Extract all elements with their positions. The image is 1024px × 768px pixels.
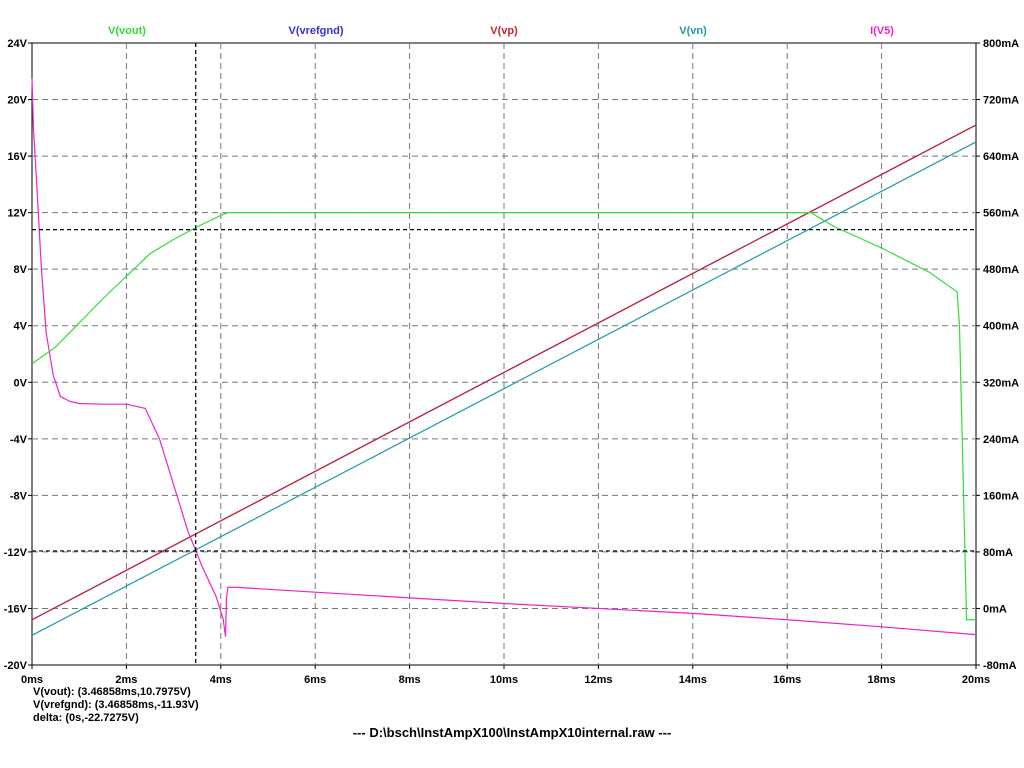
left-tick-label: 4V [14,321,28,333]
trace-v-vn[interactable] [31,141,977,636]
legend-label[interactable]: V(vp) [490,25,518,37]
x-tick-label: 8ms [399,674,421,686]
right-tick-label: 560mA [983,208,1019,220]
x-tick-label: 2ms [115,674,137,686]
right-tick-label: 400mA [983,321,1019,333]
right-tick-label: -80mA [983,660,1017,672]
trace-legend: V(vout) V(vrefgnd) V(vp) V(vn) I(V5) [108,25,894,37]
right-tick-label: 80mA [983,547,1013,559]
right-tick-label: 160mA [983,490,1019,502]
left-tick-label: 24V [7,38,27,50]
cursor-readout-vout: V(vout): (3.46858ms,10.7975V) [33,686,191,698]
right-tick-label: 0mA [983,603,1007,615]
raw-file-path: --- D:\bsch\InstAmpX100\InstAmpX10intern… [352,725,672,740]
legend-label[interactable]: I(V5) [870,25,894,37]
right-tick-label: 640mA [983,151,1019,163]
left-tick-label: -12V [4,547,28,559]
left-tick-label: 16V [7,151,27,163]
x-tick-label: 10ms [490,674,518,686]
cursor-readout-vrefgnd: V(vrefgnd): (3.46858ms,-11.93V) [33,699,199,711]
x-axis-ticks: 0ms 2ms 4ms 6ms 8ms 10ms 12ms 14ms 16ms 18ms 20ms [21,665,990,686]
right-axis-ticks: 800mA 720mA 640mA 560mA 480mA 400mA 320mA 240mA… [976,38,1019,672]
cursor-lines [32,43,976,665]
legend-label[interactable]: V(vout) [108,25,146,37]
left-tick-label: 8V [14,264,28,276]
x-tick-label: 20ms [962,674,990,686]
trace-v-vp[interactable] [31,124,977,621]
right-tick-label: 320mA [983,377,1019,389]
left-tick-label: -8V [10,490,28,502]
right-tick-label: 480mA [983,264,1019,276]
left-tick-label: -16V [4,603,28,615]
right-tick-label: 720mA [983,95,1019,107]
left-tick-label: -4V [10,434,28,446]
left-tick-label: 20V [7,95,27,107]
trace-i-v5[interactable] [31,78,977,637]
x-tick-label: 6ms [304,674,326,686]
left-tick-label: 12V [7,208,27,220]
trace-v-vout[interactable] [31,212,976,621]
x-tick-label: 0ms [21,674,43,686]
waveform-plot[interactable]: 24V 20V 16V 12V 8V 4V 0V -4V -8V -12V -16V -20V 800… [0,0,1024,700]
x-tick-label: 4ms [210,674,232,686]
legend-label[interactable]: V(vn) [679,25,707,37]
left-axis-ticks: 24V 20V 16V 12V 8V 4V 0V -4V -8V -12V -16V -20V [4,38,32,672]
left-tick-label: 0V [14,377,28,389]
legend-label[interactable]: V(vrefgnd) [289,25,344,37]
x-tick-label: 14ms [679,674,707,686]
x-tick-label: 16ms [773,674,801,686]
trace-group [31,78,977,637]
right-tick-label: 800mA [983,38,1019,50]
x-tick-label: 12ms [584,674,612,686]
x-tick-label: 18ms [868,674,896,686]
right-tick-label: 240mA [983,434,1019,446]
left-tick-label: -20V [4,660,28,672]
cursor-readout-delta: delta: (0s,-22.7275V) [33,712,139,724]
